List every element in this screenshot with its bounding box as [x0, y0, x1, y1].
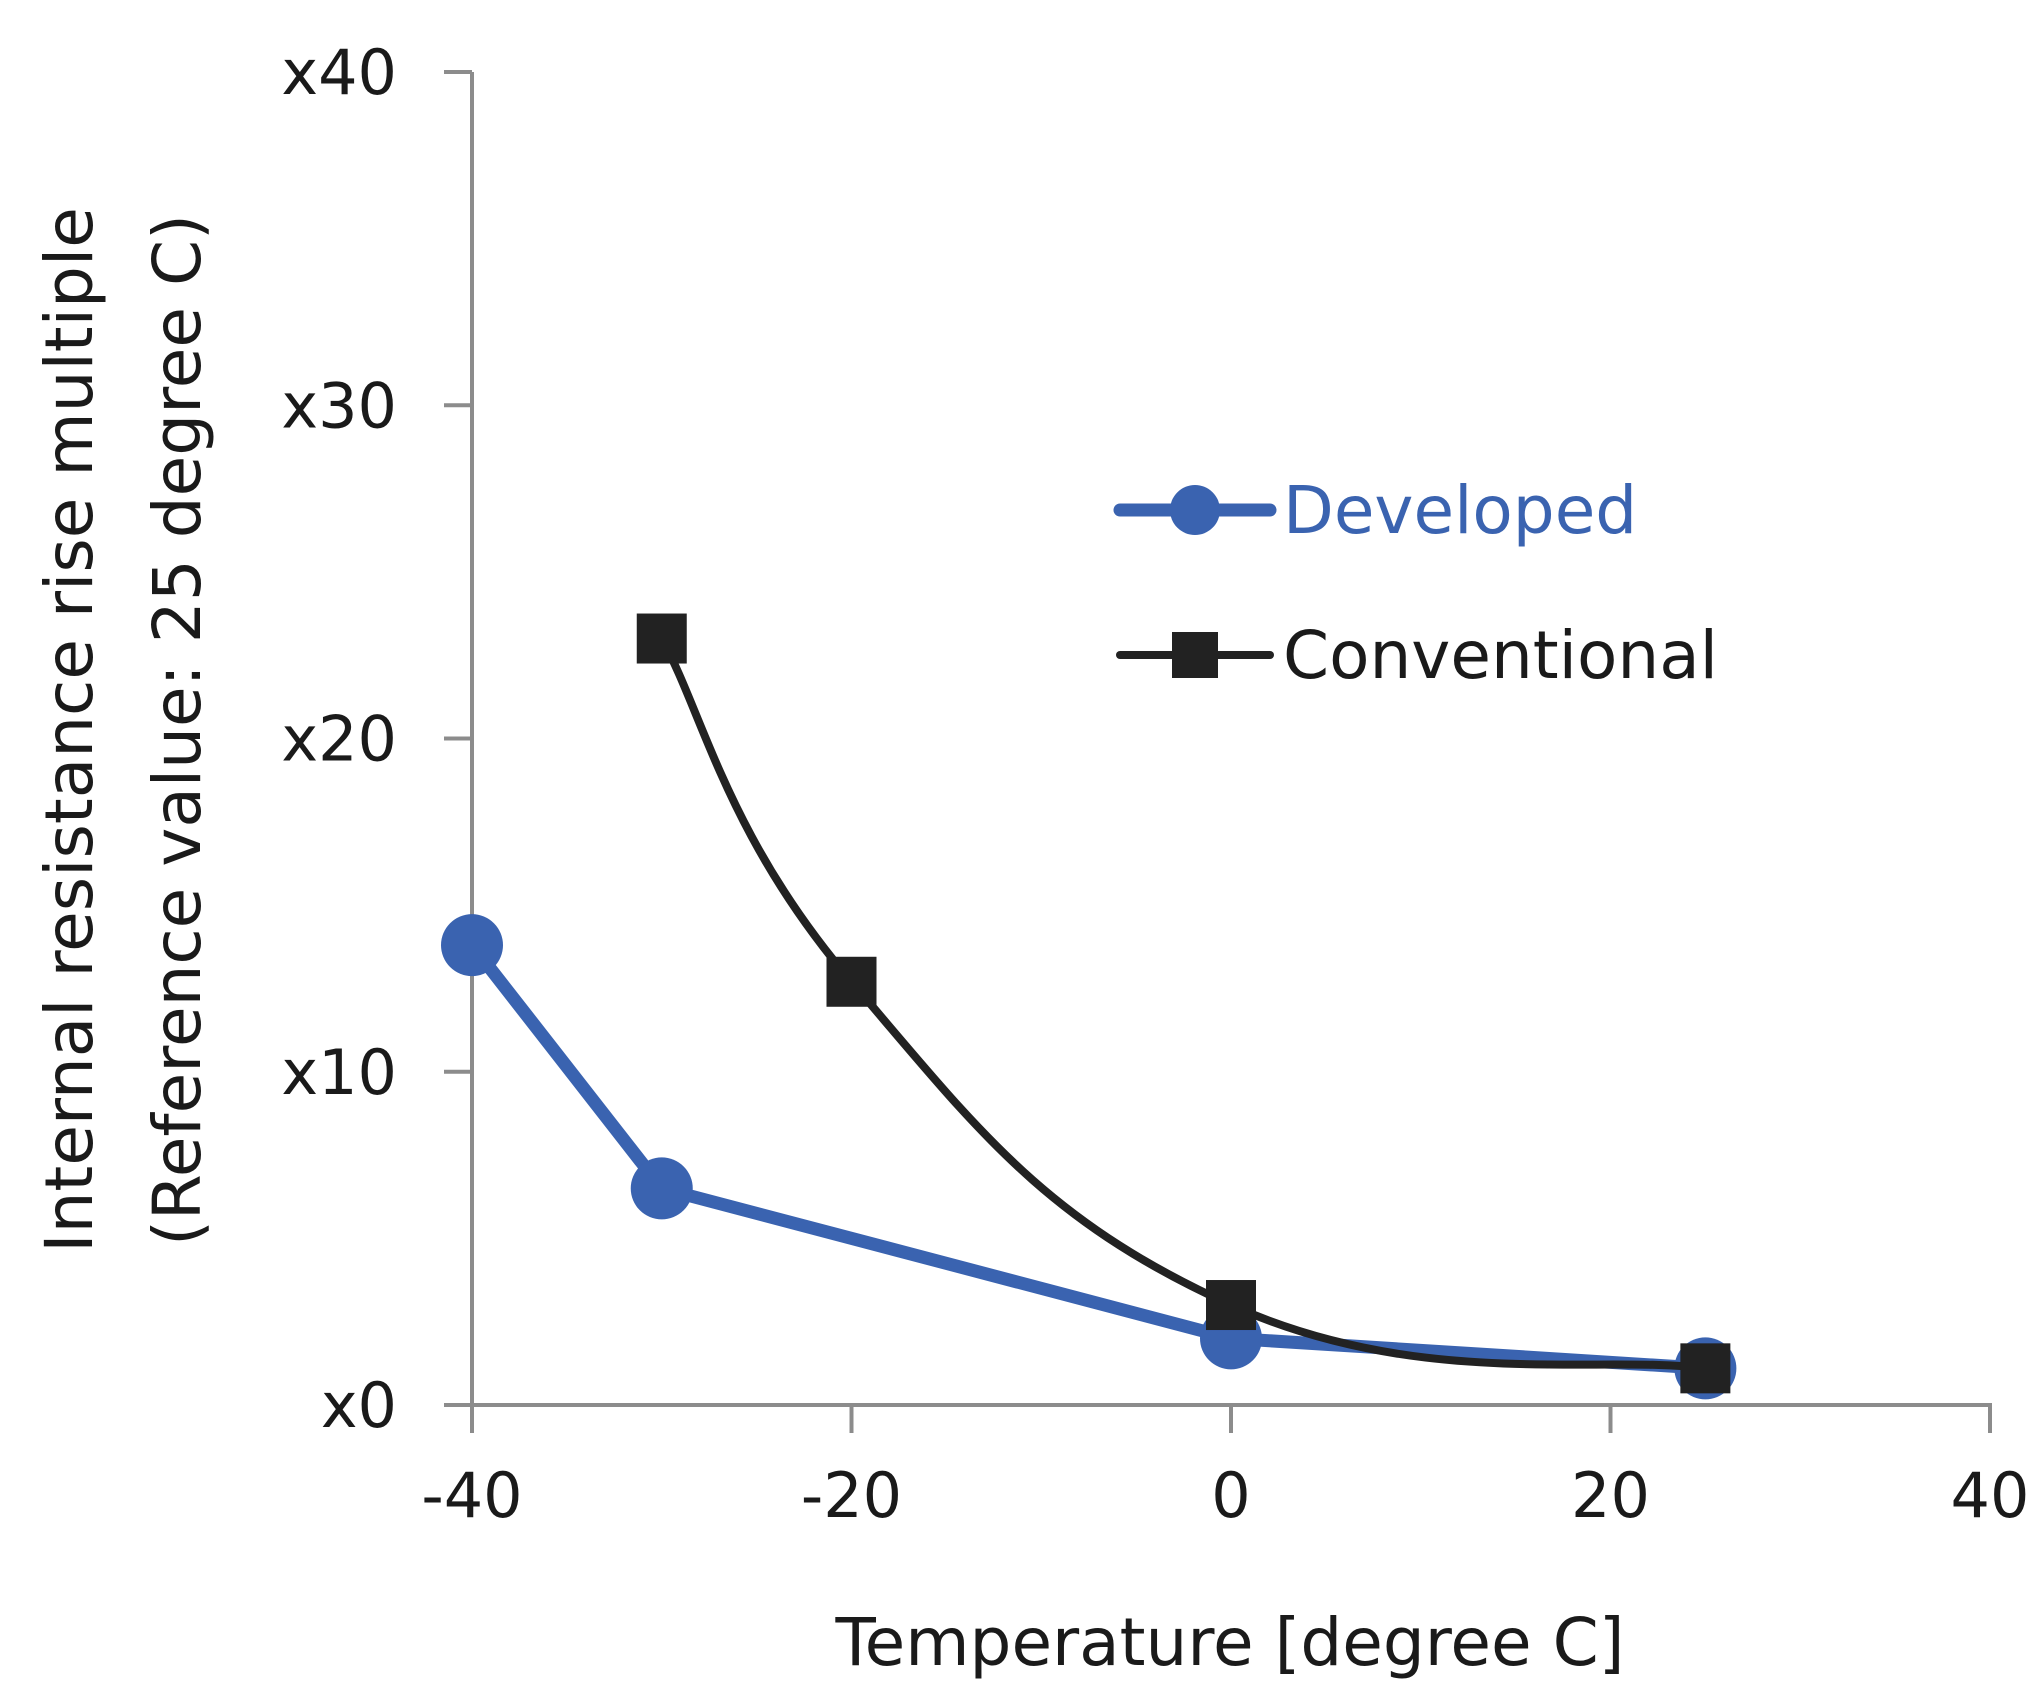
y-axis-title-line1: Internal resistance rise multiple	[31, 207, 108, 1253]
series-layer	[441, 613, 1737, 1400]
x-tick-label: -20	[801, 1459, 902, 1532]
legend-marker-conventional	[1172, 632, 1218, 678]
legend-label-conventional: Conventional	[1283, 617, 1718, 694]
y-axis-title-line2: (Reference value: 25 degree C)	[139, 214, 216, 1246]
data-point-conventional	[826, 956, 877, 1007]
legend-label-developed: Developed	[1283, 472, 1637, 549]
y-tick-label: x20	[281, 703, 397, 776]
data-point-conventional	[636, 613, 687, 664]
x-tick-label: 40	[1951, 1459, 2030, 1532]
series-line-developed	[465, 938, 1712, 1375]
data-point-developed	[630, 1157, 693, 1220]
legend-marker-developed	[1170, 485, 1220, 535]
data-point-conventional	[1206, 1280, 1256, 1331]
legend-item-developed: Developed	[1113, 472, 1637, 549]
data-point-developed	[441, 914, 503, 977]
y-tick-label: x30	[281, 369, 397, 442]
y-tick-label: x10	[281, 1036, 397, 1109]
y-tick-label: x40	[281, 36, 397, 109]
series-line-conventional	[657, 634, 1710, 1373]
legend: Developed Conventional	[1113, 472, 1718, 694]
y-axis-ticks: x0 x10 x20 x30 x40	[281, 36, 472, 1442]
y-tick-label: x0	[321, 1369, 397, 1442]
legend-item-conventional: Conventional	[1116, 617, 1718, 694]
x-tick-label: 20	[1571, 1459, 1650, 1532]
x-tick-label: -40	[421, 1459, 522, 1532]
x-tick-label: 0	[1211, 1459, 1250, 1532]
x-axis-title: Temperature [degree C]	[835, 1604, 1625, 1681]
x-axis-ticks: -40 -20 0 20 40	[421, 1405, 2029, 1532]
data-point-conventional	[1680, 1343, 1731, 1394]
